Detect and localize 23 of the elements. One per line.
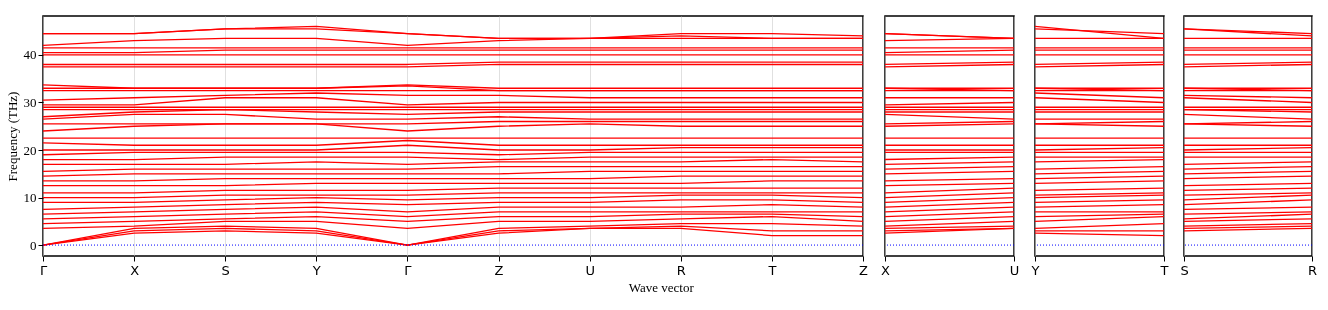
y-tick-label: 40 — [23, 47, 37, 63]
y-tick-label: 30 — [23, 95, 37, 110]
x-tick-label: Z — [859, 262, 869, 278]
x-tick-label: S — [1180, 262, 1189, 278]
y-tick-label: 20 — [23, 142, 37, 158]
x-tick-label: X — [881, 262, 891, 278]
x-tick-label: R — [1307, 262, 1318, 278]
y-axis-title: Frequency (THz) — [4, 91, 20, 182]
y-tick-label: 0 — [30, 237, 37, 253]
x-tick-label: Γ — [404, 262, 413, 278]
x-tick-label: T — [767, 262, 777, 278]
x-tick-label: Γ — [39, 262, 48, 278]
x-tick-label: Y — [1030, 262, 1040, 278]
y-tick-label: 10 — [23, 190, 37, 206]
x-tick-label: R — [676, 262, 686, 278]
x-axis-title: Wave vector — [628, 279, 695, 295]
x-tick-label: Y — [311, 262, 321, 278]
x-tick-label: T — [1159, 262, 1169, 278]
x-tick-label: X — [130, 262, 140, 278]
x-tick-label: U — [1009, 262, 1020, 278]
x-tick-label: U — [585, 262, 595, 278]
x-tick-label: Z — [494, 262, 504, 278]
x-tick-label: S — [221, 262, 230, 278]
